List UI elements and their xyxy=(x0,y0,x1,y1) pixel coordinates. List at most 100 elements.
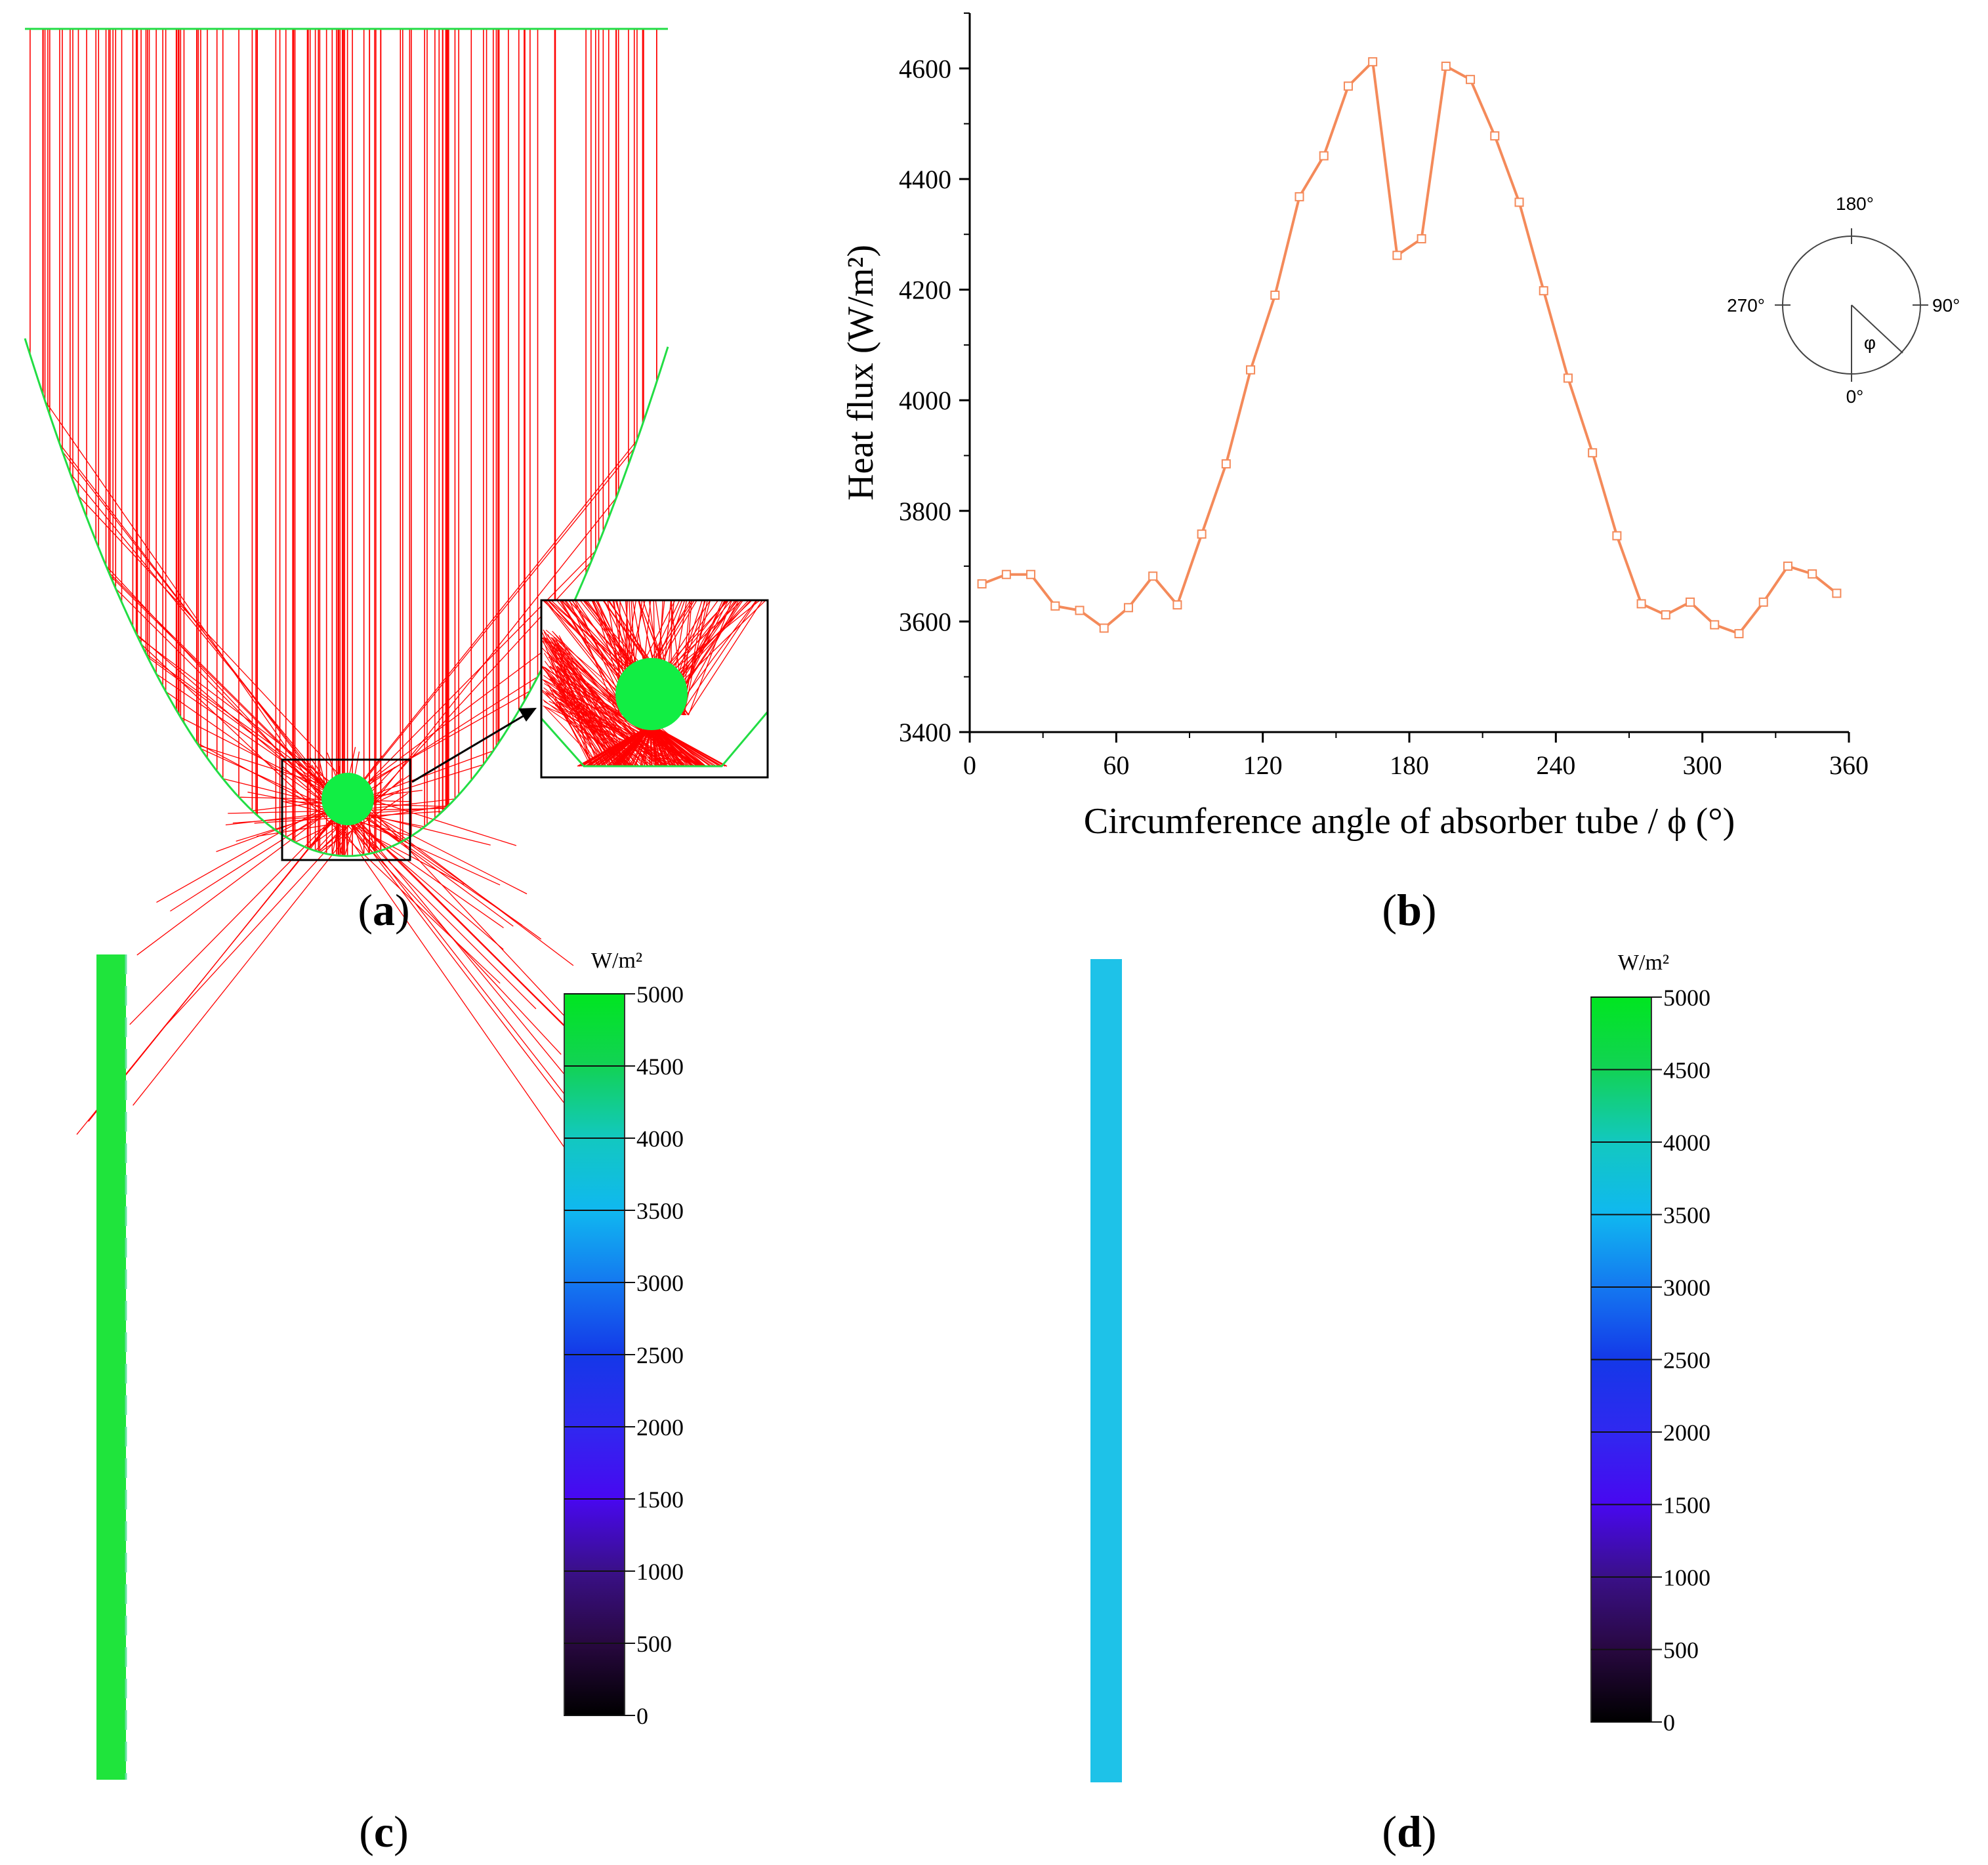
colorbar-c-unit: W/m² xyxy=(591,949,642,973)
data-point xyxy=(1343,81,1353,91)
colorbar-tick-label: 2500 xyxy=(1663,1347,1710,1374)
x-tick-label: 240 xyxy=(1536,750,1575,780)
y-tick-label: 4600 xyxy=(899,54,951,83)
zoom-ray xyxy=(600,724,652,767)
flux-contour-panel-d: 5000450040003500300025002000150010005000… xyxy=(1090,951,1710,1856)
data-point xyxy=(1612,531,1622,541)
ray-trace-panel: (a) xyxy=(24,28,769,1191)
data-point xyxy=(1539,286,1548,296)
zoom-ray xyxy=(634,724,652,767)
data-point xyxy=(1490,131,1500,141)
data-point xyxy=(1588,448,1598,458)
colorbar-tick-label: 0 xyxy=(1663,1710,1675,1736)
colorbar-tick-label: 1000 xyxy=(636,1559,684,1585)
panel-label-c: (c) xyxy=(359,1807,409,1856)
data-point xyxy=(1686,597,1695,607)
colorbar-tick-label: 3500 xyxy=(1663,1202,1710,1229)
angle-label-90: 90° xyxy=(1932,295,1960,316)
zoom-ray xyxy=(552,696,595,767)
y-axis-label: Heat flux (W/m²) xyxy=(840,245,881,501)
colorbar-tick-label: 3500 xyxy=(636,1198,684,1224)
reflected-ray xyxy=(161,562,592,1030)
zoom-ray xyxy=(552,638,598,767)
colorbar-tick-label: 4500 xyxy=(636,1054,684,1080)
zoom-ray xyxy=(688,600,732,716)
x-axis-label: Circumference angle of absorber tube / ϕ… xyxy=(1084,801,1735,842)
zoom-ray xyxy=(551,649,609,767)
zoom-ray xyxy=(651,724,666,767)
colorbar-tick-label: 3000 xyxy=(636,1270,684,1296)
colorbar-tick-label: 2500 xyxy=(636,1342,684,1368)
data-point xyxy=(1172,600,1182,610)
x-tick-label: 300 xyxy=(1683,750,1722,780)
angle-label-270: 270° xyxy=(1727,295,1765,316)
panel-label-b: (b) xyxy=(1382,885,1436,935)
zoom-ray xyxy=(651,724,682,767)
data-point xyxy=(1783,562,1792,571)
data-point xyxy=(1099,623,1109,633)
colorbar-tick-label: 5000 xyxy=(1663,985,1710,1011)
y-tick-label: 4000 xyxy=(899,386,951,415)
data-point xyxy=(1832,588,1842,598)
y-tick-label: 4200 xyxy=(899,276,951,305)
y-tick-label: 3800 xyxy=(899,497,951,526)
zoom-ray xyxy=(556,693,657,767)
zoom-box xyxy=(281,758,411,861)
data-point xyxy=(1197,529,1207,539)
data-point xyxy=(1392,251,1402,260)
colorbar-tick-label: 500 xyxy=(636,1631,672,1657)
zoom-ray xyxy=(591,724,652,767)
zoom-ray xyxy=(545,707,634,767)
zoom-ray xyxy=(651,724,690,767)
zoom-ray xyxy=(649,724,652,767)
data-point xyxy=(1123,603,1133,613)
colorbar-tick-label: 4000 xyxy=(636,1126,684,1152)
zoom-ray xyxy=(651,724,727,767)
data-point xyxy=(1514,197,1524,207)
zoom-ray xyxy=(651,724,720,767)
zoom-ray xyxy=(651,724,679,767)
zoom-ray xyxy=(543,706,601,767)
zoom-ray xyxy=(549,674,613,767)
x-tick-label: 0 xyxy=(963,750,976,780)
data-point xyxy=(1368,57,1378,67)
zoom-ray xyxy=(651,724,706,767)
zoom-ray xyxy=(651,724,672,767)
zoom-ray xyxy=(558,635,617,767)
zoom-ray xyxy=(551,689,632,767)
colorbar-tick-label: 1500 xyxy=(1663,1492,1710,1519)
tube-flux-d xyxy=(1090,959,1122,1782)
data-point xyxy=(1001,569,1011,579)
data-point xyxy=(1148,571,1158,581)
data-point xyxy=(1075,605,1085,615)
data-point xyxy=(1758,597,1768,607)
zoom-absorber-tube xyxy=(615,658,688,730)
data-point xyxy=(1417,234,1426,243)
colorbar-tick-label: 3000 xyxy=(1663,1275,1710,1301)
zoom-ray xyxy=(687,600,763,716)
colorbar-tick-label: 500 xyxy=(1663,1637,1699,1664)
data-point xyxy=(1808,569,1817,579)
zoom-ray xyxy=(557,649,661,767)
heat-flux-line xyxy=(981,58,1838,636)
zoom-ray xyxy=(614,724,652,767)
x-tick-label: 360 xyxy=(1829,750,1869,780)
zoom-inset-frame xyxy=(540,599,769,779)
angle-label-180: 180° xyxy=(1836,194,1874,214)
phi-label: φ xyxy=(1864,333,1876,353)
reflected-ray xyxy=(133,497,617,1106)
colorbar-tick-label: 0 xyxy=(636,1703,648,1729)
zoom-ray xyxy=(651,724,700,767)
data-point xyxy=(1466,75,1476,85)
zoom-reflector xyxy=(540,711,769,768)
data-point xyxy=(1563,373,1573,383)
zoom-ray xyxy=(569,600,619,716)
colorbar-d-unit: W/m² xyxy=(1618,951,1669,975)
colorbar-tick-label: 5000 xyxy=(636,981,684,1008)
zoom-ray xyxy=(543,687,649,767)
data-point xyxy=(1050,601,1060,611)
reflected-ray xyxy=(136,634,504,950)
angle-label-0: 0° xyxy=(1846,386,1864,407)
data-point xyxy=(1294,192,1304,201)
